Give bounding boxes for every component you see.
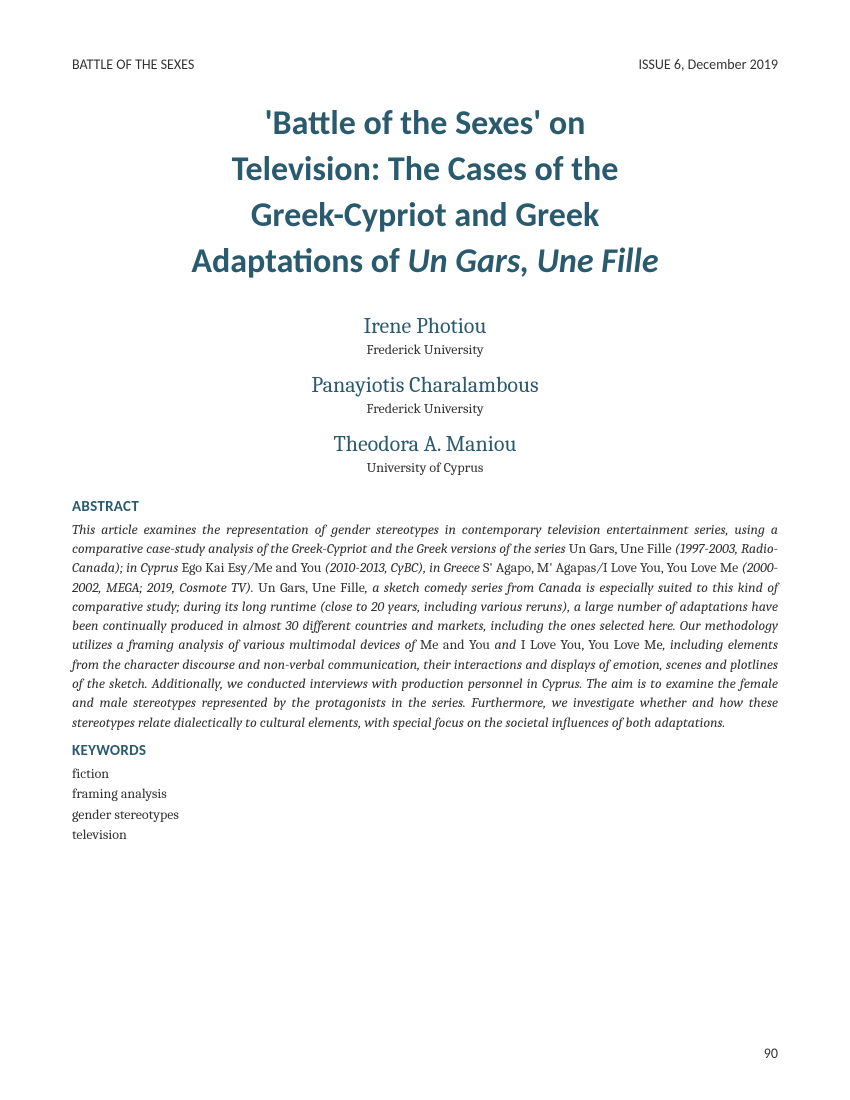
- header-left: BATTLE OF THE SEXES: [72, 56, 194, 73]
- author-entry: Theodora A. Maniou University of Cyprus: [72, 431, 778, 476]
- author-entry: Panayiotis Charalambous Frederick Univer…: [72, 372, 778, 417]
- title-line4b: Un Gars, Une Fille: [407, 241, 658, 282]
- abstract-heading: ABSTRACT: [72, 498, 778, 516]
- page-number: 90: [764, 1045, 778, 1062]
- title-line1: 'Battle of the Sexes' on: [265, 103, 586, 144]
- author-name: Theodora A. Maniou: [72, 431, 778, 457]
- title-line3: Greek-Cypriot and Greek: [251, 195, 600, 236]
- author-entry: Irene Photiou Frederick University: [72, 313, 778, 358]
- author-affiliation: Frederick University: [72, 341, 778, 358]
- author-affiliation: Frederick University: [72, 400, 778, 417]
- keyword-item: television: [72, 825, 778, 845]
- keyword-item: framing analysis: [72, 784, 778, 804]
- title-line2: Television: The Cases of the: [232, 149, 619, 190]
- header-right: ISSUE 6, December 2019: [638, 56, 778, 73]
- author-name: Irene Photiou: [72, 313, 778, 339]
- running-header: BATTLE OF THE SEXES ISSUE 6, December 20…: [72, 56, 778, 73]
- abstract-body: This article examines the representation…: [72, 520, 778, 732]
- keyword-item: fiction: [72, 764, 778, 784]
- authors-block: Irene Photiou Frederick University Panay…: [72, 313, 778, 476]
- keywords-list: fiction framing analysis gender stereoty…: [72, 764, 778, 845]
- title-line4a: Adaptations of: [191, 241, 407, 282]
- author-affiliation: University of Cyprus: [72, 459, 778, 476]
- article-title: 'Battle of the Sexes' on Television: The…: [72, 101, 778, 285]
- keyword-item: gender stereotypes: [72, 805, 778, 825]
- author-name: Panayiotis Charalambous: [72, 372, 778, 398]
- keywords-heading: KEYWORDS: [72, 742, 778, 760]
